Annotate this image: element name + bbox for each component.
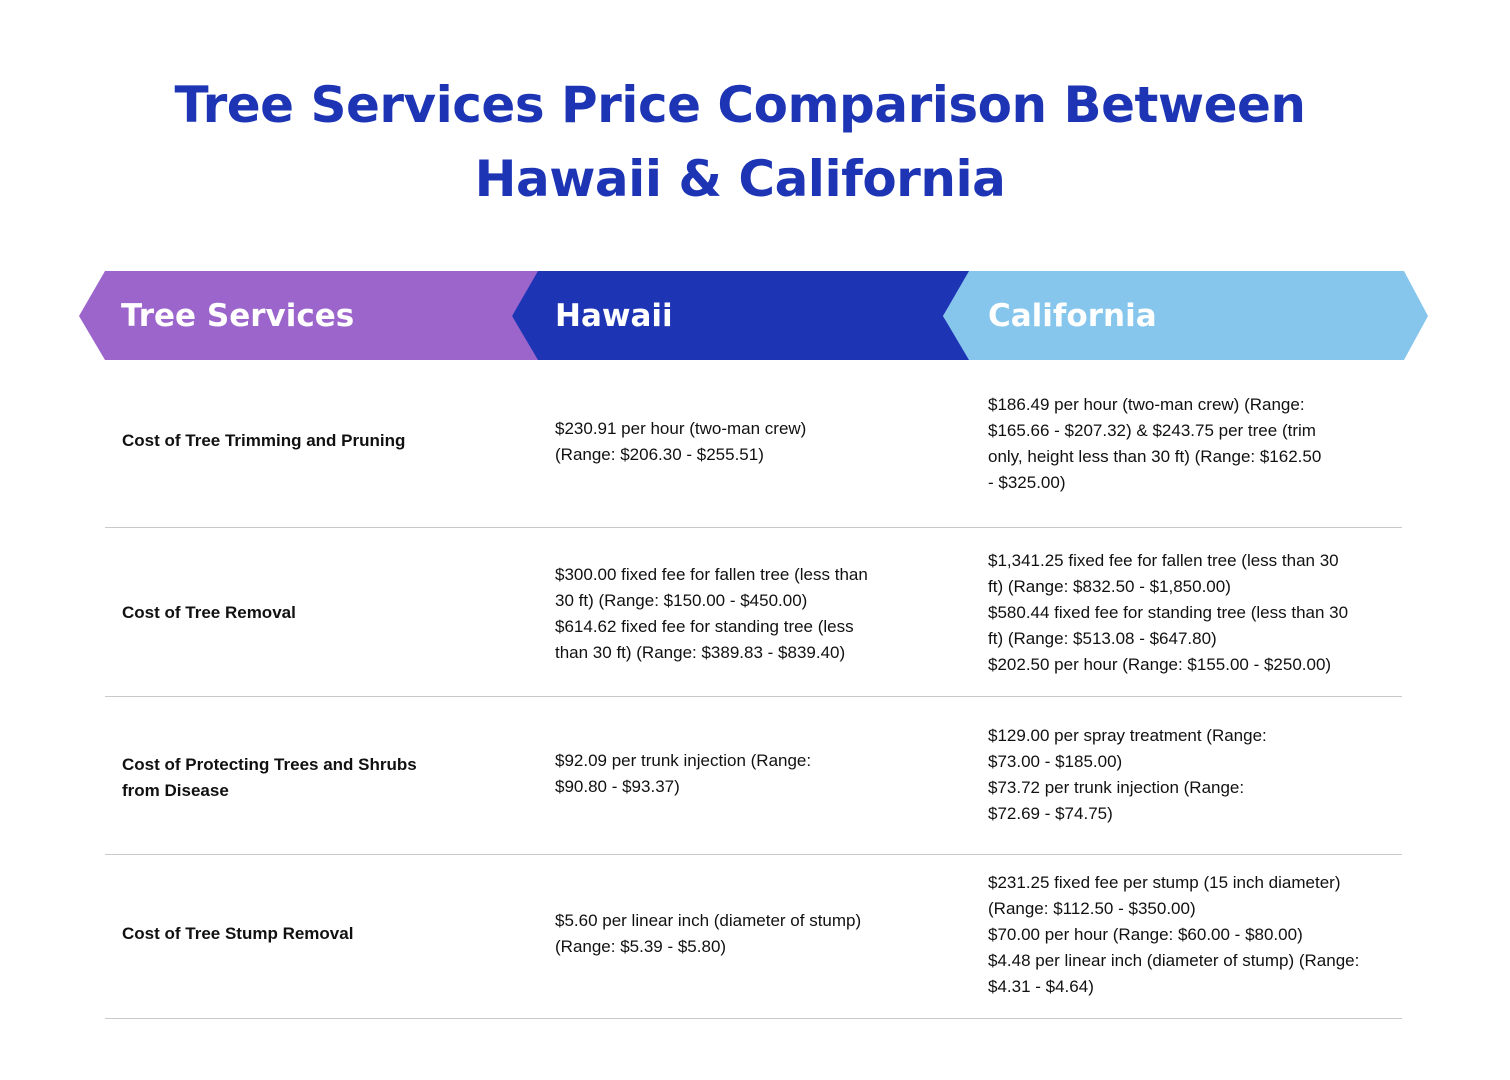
page-title-line-1: Tree Services Price Comparison Between (174, 76, 1306, 134)
california-price-line: $73.72 per trunk injection (Range: (988, 778, 1245, 797)
california-price: $231.25 fixed fee per stump (15 inch dia… (988, 870, 1398, 1000)
table-row: Cost of Tree Stump Removal $5.60 per lin… (105, 855, 1402, 1019)
california-price: $186.49 per hour (two-man crew) (Range: … (988, 392, 1398, 496)
california-header-shape (943, 271, 1428, 360)
hawaii-price-line: $5.60 per linear inch (diameter of stump… (555, 911, 862, 930)
california-price-line: $4.31 - $4.64) (988, 977, 1094, 996)
hawaii-price-line: $92.09 per trunk injection (Range: (555, 751, 812, 770)
california-price-line: ft) (Range: $832.50 - $1,850.00) (988, 577, 1231, 596)
table-row: Cost of Tree Trimming and Pruning $230.9… (105, 360, 1402, 528)
row-divider (105, 696, 1402, 697)
hawaii-price: $300.00 fixed fee for fallen tree (less … (555, 562, 915, 666)
row-divider (105, 854, 1402, 855)
hawaii-price-line: $90.80 - $93.37) (555, 777, 680, 796)
california-price-line: (Range: $112.50 - $350.00) (988, 899, 1196, 918)
california-price-line: $165.66 - $207.32) & $243.75 per tree (t… (988, 421, 1316, 440)
california-price-line: $1,341.25 fixed fee for fallen tree (les… (988, 551, 1339, 570)
row-divider (105, 527, 1402, 528)
tree-services-header: Tree Services (121, 298, 355, 334)
california-price-line: $231.25 fixed fee per stump (15 inch dia… (988, 873, 1341, 892)
california-price-line: $73.00 - $185.00) (988, 752, 1123, 771)
california-price: $1,341.25 fixed fee for fallen tree (les… (988, 548, 1398, 678)
row-label: Cost of Tree Trimming and Pruning (122, 428, 452, 454)
hawaii-price-line: $614.62 fixed fee for standing tree (les… (555, 617, 854, 636)
california-price-line: $4.48 per linear inch (diameter of stump… (988, 951, 1360, 970)
row-label: Cost of Tree Removal (122, 600, 452, 626)
hawaii-price-line: $230.91 per hour (two-man crew) (555, 419, 807, 438)
row-label-line: Cost of Tree Removal (122, 603, 296, 622)
california-price-line: $129.00 per spray treatment (Range: (988, 726, 1267, 745)
tree-services-header-shape (79, 271, 540, 360)
california-price-line: only, height less than 30 ft) (Range: $1… (988, 447, 1322, 466)
table-row: Cost of Tree Removal $300.00 fixed fee f… (105, 528, 1402, 697)
hawaii-price-line: than 30 ft) (Range: $389.83 - $839.40) (555, 643, 846, 662)
hawaii-price-line: $300.00 fixed fee for fallen tree (less … (555, 565, 868, 584)
page-title-line-2: Hawaii & California (474, 150, 1006, 208)
row-label: Cost of Protecting Trees and Shrubs from… (122, 752, 452, 804)
california-header: California (988, 298, 1157, 334)
california-price-line: $580.44 fixed fee for standing tree (les… (988, 603, 1349, 622)
hawaii-price-line: (Range: $206.30 - $255.51) (555, 445, 764, 464)
california-price-line: $202.50 per hour (Range: $155.00 - $250.… (988, 655, 1332, 674)
row-label-line: from Disease (122, 781, 229, 800)
row-label-line: Cost of Protecting Trees and Shrubs (122, 755, 417, 774)
california-price-line: $70.00 per hour (Range: $60.00 - $80.00) (988, 925, 1303, 944)
hawaii-header: Hawaii (555, 298, 673, 334)
row-label-line: Cost of Tree Stump Removal (122, 924, 354, 943)
hawaii-price: $230.91 per hour (two-man crew) (Range: … (555, 416, 915, 468)
california-price-line: ft) (Range: $513.08 - $647.80) (988, 629, 1217, 648)
hawaii-price: $5.60 per linear inch (diameter of stump… (555, 908, 915, 960)
hawaii-header-shape (512, 271, 971, 360)
hawaii-price: $92.09 per trunk injection (Range: $90.8… (555, 748, 915, 800)
california-price: $129.00 per spray treatment (Range: $73.… (988, 723, 1398, 827)
california-price-line: $186.49 per hour (two-man crew) (Range: (988, 395, 1305, 414)
hawaii-price-line: 30 ft) (Range: $150.00 - $450.00) (555, 591, 808, 610)
row-label: Cost of Tree Stump Removal (122, 921, 452, 947)
row-label-line: Cost of Tree Trimming and Pruning (122, 431, 406, 450)
table-row: Cost of Protecting Trees and Shrubs from… (105, 697, 1402, 854)
row-divider (105, 1018, 1402, 1019)
page-title: Tree Services Price Comparison Between H… (0, 68, 1480, 216)
california-price-line: - $325.00) (988, 473, 1066, 492)
hawaii-price-line: (Range: $5.39 - $5.80) (555, 937, 727, 956)
california-price-line: $72.69 - $74.75) (988, 804, 1113, 823)
